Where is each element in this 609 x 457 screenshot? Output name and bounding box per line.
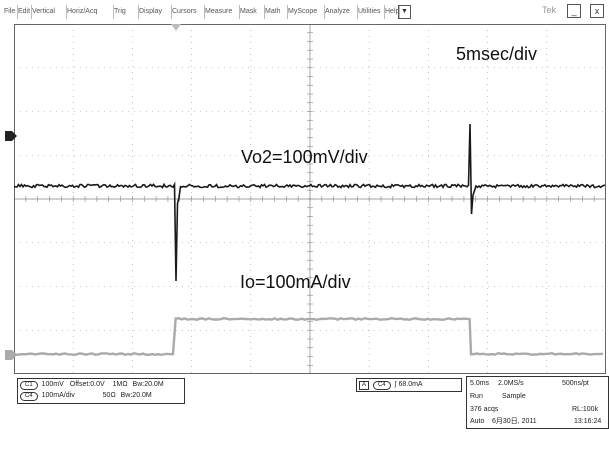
trigger-channel-badge: C4 xyxy=(373,381,391,390)
menu-measure[interactable]: Measure xyxy=(203,5,240,19)
menu-utilities[interactable]: Utilities xyxy=(356,5,385,19)
waveform-display[interactable] xyxy=(14,24,606,374)
ch1-bandwidth: Bw:20.0M xyxy=(133,381,164,388)
ch1-badge: C1 xyxy=(20,381,38,390)
ch4-bandwidth: Bw:20.0M xyxy=(121,392,152,399)
menu-mask[interactable]: Mask xyxy=(238,5,265,19)
graticule xyxy=(14,24,606,374)
trigger-source-label: A xyxy=(359,381,369,390)
ch1-readout[interactable]: C1 100mV Offset:0.0V 1MΩ Bw:20.0M xyxy=(20,380,164,390)
trigger-readout[interactable]: A C4 ∫ 68.0mA xyxy=(356,378,462,392)
ch4-scale: 100mA/div xyxy=(42,392,75,399)
ch1-ground-marker-icon[interactable] xyxy=(4,130,18,142)
ch1-offset: Offset:0.0V xyxy=(70,381,105,388)
ch4-io-trace xyxy=(14,318,603,355)
ch4-readout[interactable]: C4 100mA/div 50Ω Bw:20.0M xyxy=(20,391,152,401)
io-annotation: Io=100mA/div xyxy=(240,272,351,293)
time-per-point: 500ns/pt xyxy=(562,379,589,388)
vo2-annotation: Vo2=100mV/div xyxy=(241,147,368,168)
menu-trig[interactable]: Trig xyxy=(112,5,139,19)
run-state: Run xyxy=(470,392,483,401)
minimize-button[interactable]: _ xyxy=(567,4,581,18)
menu-math[interactable]: Math xyxy=(263,5,288,19)
trigger-level: 68.0mA xyxy=(398,381,422,388)
menu-analyze[interactable]: Analyze xyxy=(323,5,358,19)
acquisition-mode: Sample xyxy=(502,392,526,401)
ch1-impedance: 1MΩ xyxy=(113,381,128,388)
ch4-badge: C4 xyxy=(20,392,38,401)
close-button[interactable]: x xyxy=(590,4,604,18)
date: 6月30日, 2011 xyxy=(492,417,537,426)
ch4-ground-marker-icon[interactable] xyxy=(4,349,18,361)
menu-vertical[interactable]: Vertical xyxy=(30,5,67,19)
channel-readout-panel[interactable]: C1 100mV Offset:0.0V 1MΩ Bw:20.0M C4 100… xyxy=(17,378,185,404)
menu-horiz-acq[interactable]: Horiz/Acq xyxy=(65,5,114,19)
horizontal-scale: 5.0ms xyxy=(470,379,489,388)
brand-logo: Tek xyxy=(542,5,556,15)
acquisition-count: 376 acqs xyxy=(470,405,498,414)
menu-dropdown-arrow-icon[interactable]: ▼ xyxy=(398,5,411,19)
sample-rate: 2.0MS/s xyxy=(498,379,524,388)
record-length: RL:100k xyxy=(572,405,598,414)
menu-cursors[interactable]: Cursors xyxy=(170,5,205,19)
menu-bar: File Edit Vertical Horiz/Acq Trig Displa… xyxy=(0,0,609,26)
ch1-scale: 100mV xyxy=(42,381,64,388)
ch4-impedance: 50Ω xyxy=(103,392,116,399)
menu-display[interactable]: Display xyxy=(137,5,172,19)
menu-myscope[interactable]: MyScope xyxy=(286,5,325,19)
time: 13:16:24 xyxy=(574,417,601,426)
timebase-annotation: 5msec/div xyxy=(456,44,537,65)
trigger-mode: Auto xyxy=(470,417,484,426)
trigger-position-icon[interactable] xyxy=(170,24,182,32)
acquisition-readout-panel[interactable]: 5.0ms 2.0MS/s 500ns/pt Run Sample 376 ac… xyxy=(466,376,609,429)
trigger-slope-rising-icon: ∫ xyxy=(395,381,397,388)
